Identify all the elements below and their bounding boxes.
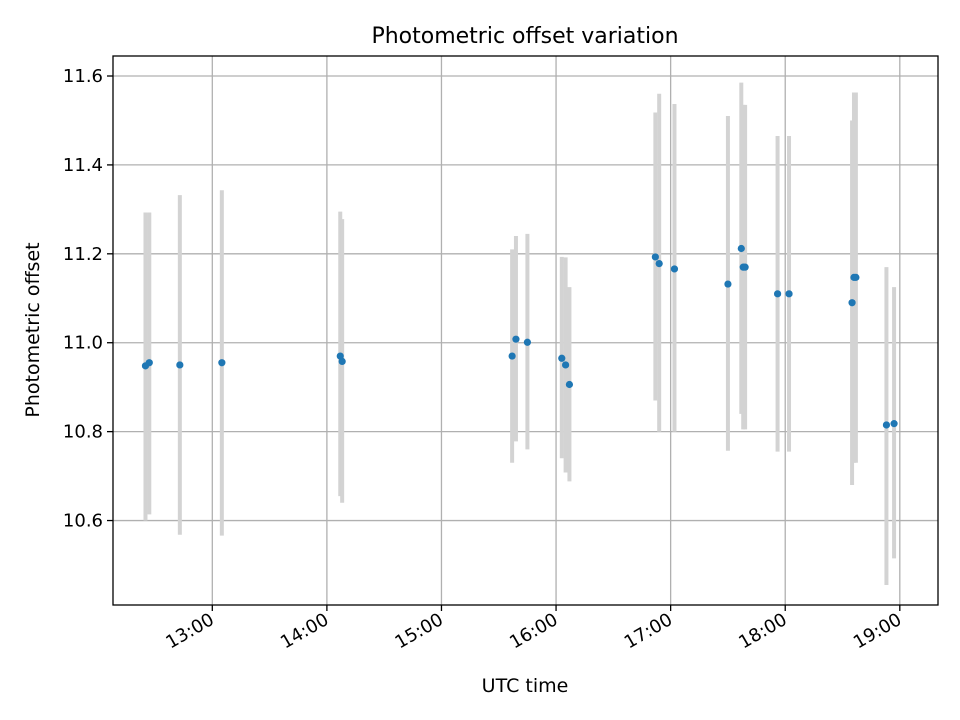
- y-axis-label: Photometric offset: [22, 242, 44, 417]
- data-point: [523, 338, 532, 346]
- data-point: [670, 265, 679, 273]
- data-point: [651, 253, 659, 261]
- x-tick-label: 15:00: [392, 609, 447, 653]
- x-axis-ticks: 13:00 14:00 15:00 16:00 17:00 18:00 19:00: [162, 605, 905, 653]
- data-point: [145, 359, 153, 367]
- x-tick-label: 16:00: [506, 609, 561, 653]
- data-point: [773, 290, 782, 298]
- data-point: [882, 421, 891, 429]
- data-point: [890, 420, 898, 428]
- y-axis-ticks: 10.6 10.8 11.0 11.2 11.4 11.6: [63, 66, 113, 532]
- data-point: [737, 244, 745, 253]
- data-point: [218, 359, 226, 367]
- x-tick-label: 19:00: [850, 609, 905, 653]
- data-point: [176, 361, 184, 369]
- y-tick-label: 11.0: [63, 333, 103, 354]
- y-tick-label: 11.6: [63, 66, 103, 87]
- x-tick-label: 14:00: [277, 609, 332, 653]
- data-points: [141, 244, 898, 429]
- x-tick-label: 13:00: [162, 609, 217, 653]
- data-point: [655, 259, 663, 268]
- error-bars: [143, 82, 897, 585]
- chart-title: Photometric offset variation: [371, 24, 678, 49]
- data-point: [508, 352, 516, 360]
- data-point: [558, 354, 566, 362]
- y-tick-label: 10.8: [63, 422, 103, 443]
- data-point: [512, 335, 520, 343]
- data-point: [562, 361, 570, 369]
- data-point: [338, 357, 346, 365]
- data-point: [565, 380, 574, 389]
- data-point: [741, 263, 749, 271]
- y-tick-label: 11.2: [63, 244, 103, 265]
- plot-frame: [112, 55, 939, 606]
- data-point: [852, 273, 860, 281]
- x-tick-label: 18:00: [735, 609, 790, 653]
- y-tick-label: 10.6: [63, 511, 103, 532]
- data-point: [724, 280, 732, 288]
- x-axis-label: UTC time: [482, 675, 569, 697]
- data-point: [785, 290, 793, 298]
- x-tick-label: 17:00: [621, 609, 676, 653]
- y-tick-label: 11.4: [63, 155, 103, 176]
- data-point: [848, 299, 856, 307]
